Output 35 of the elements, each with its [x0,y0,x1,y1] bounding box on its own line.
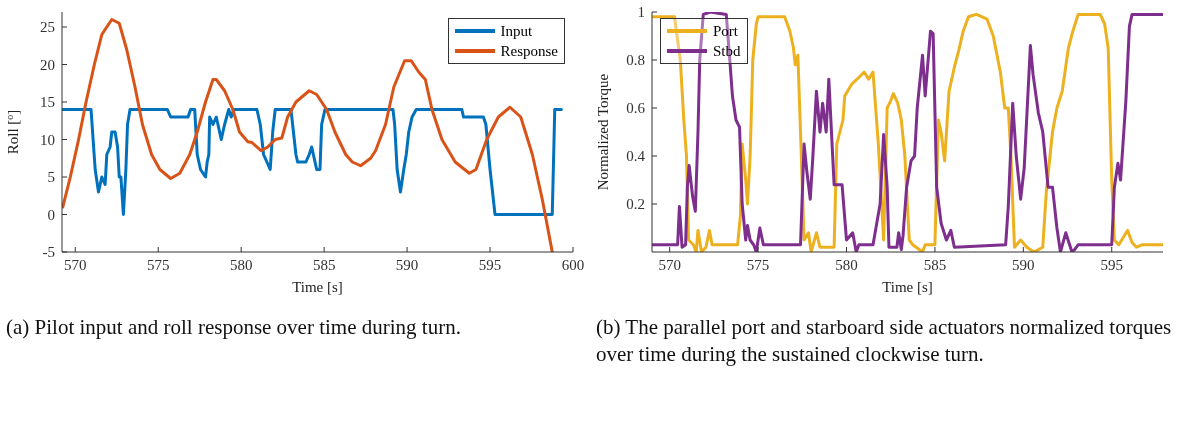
x-tick-label: 595 [478,256,502,273]
y-tick-label: 0.8 [626,52,645,69]
text: (b) The parallel port and starboard side actuators normalized torques over time during the sustained clockwise turn. [595,314,1173,368]
x-tick-label: 580 [229,256,253,273]
text: (a) Pilot input and roll response over time during turn. [5,314,462,341]
y-tick-label: 0 [47,206,55,223]
x-tick-label: 585 [923,256,947,273]
x-tick-label: 580 [835,256,858,273]
y-tick-label: 0.6 [626,100,646,117]
x-tick-label: 590 [395,256,419,273]
x-tick-label: 590 [1012,256,1035,273]
y-tick-label: 20 [40,56,55,73]
y-tick-label: 15 [40,94,55,111]
y-tick-label: 25 [40,19,55,36]
x-axis-title: Time [s] [882,279,933,295]
y-tick-label: 0.4 [626,148,646,165]
line-series [62,108,563,216]
y-tick-label: 5 [47,169,55,186]
y-axis-title: Normalized Torque [595,73,611,191]
x-tick-label: 570 [64,256,87,273]
y-tick-label: -5 [42,244,55,261]
y-tick-label: 10 [40,131,55,148]
legend-label: Response [500,42,558,61]
x-tick-label: 570 [658,256,681,273]
x-tick-label: 585 [312,256,336,273]
y-tick-label: 0.2 [626,196,645,213]
x-tick-label: 595 [1100,256,1123,273]
legend-label: Stbd [713,42,741,61]
x-tick-label: 575 [146,256,170,273]
legend-label: Input [500,22,533,41]
y-tick-label: 1 [637,4,645,21]
legend-label: Port [713,22,739,41]
x-tick-label: 575 [746,256,770,273]
x-axis-title: Time [s] [292,279,343,295]
x-tick-label: 600 [561,256,585,273]
